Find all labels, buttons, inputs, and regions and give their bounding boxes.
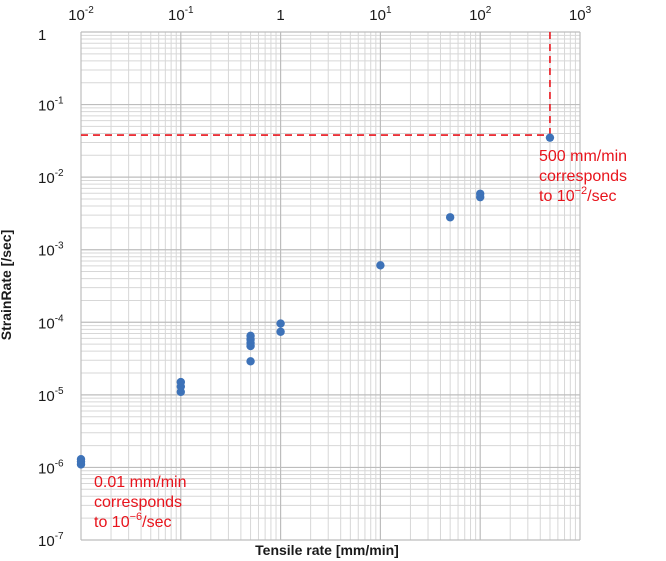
x-tick-base: 1 [276,7,284,24]
x-tick-label: 102 [469,5,492,24]
annotation-unit: /sec [587,188,616,205]
annotation-line: corresponds [94,494,182,511]
x-tick-base: 10 [168,7,185,24]
data-point [176,377,185,387]
x-tick-base: 10 [569,7,586,24]
annotation-unit: /sec [142,514,171,531]
y-tick-base: 1 [38,27,46,44]
annotation-exponent: −6 [130,511,143,523]
x-tick-exponent: 2 [486,5,492,16]
x-axis-label: Tensile rate [mm/min] [255,542,399,558]
x-tick-base: 10 [68,7,85,24]
y-tick-label: 10-6 [38,458,64,477]
y-tick-exponent: -2 [55,168,64,179]
data-point [276,327,285,336]
y-tick-labels: 110-110-210-310-410-510-610-7 [38,27,64,550]
x-tick-exponent: -1 [185,5,194,16]
x-tick-labels: 10-2 10-1 1 101 102 103 [68,5,591,24]
x-tick-base: 10 [469,7,486,24]
major-grid [80,31,581,541]
y-tick-exponent: -7 [55,531,64,542]
x-tick-label: 103 [569,5,592,24]
y-tick-label: 10-5 [38,386,64,405]
y-tick-label: 10-7 [38,531,64,550]
annotation-line: to 10 [539,188,575,205]
x-tick-exponent: 3 [586,5,592,16]
annotation-line: to 10 [94,514,130,531]
data-point [545,133,555,142]
data-points [76,133,555,469]
y-tick-base: 10 [38,460,55,477]
x-tick-label: 1 [276,7,284,24]
y-tick-base: 10 [38,170,55,187]
data-point [476,189,485,198]
x-tick-label: 101 [369,5,392,24]
y-tick-exponent: -6 [55,458,64,469]
annotation-0-01-mm-min: 0.01 mm/min corresponds to 10−6/sec [94,474,186,531]
data-point [276,319,285,328]
data-point [376,261,385,270]
reference-lines [81,32,551,136]
y-tick-exponent: -1 [55,96,64,107]
y-tick-label: 10-2 [38,168,64,187]
data-point [445,213,455,222]
annotation-line: 500 mm/min [539,148,627,165]
x-tick-label: 10-2 [68,5,94,24]
minor-grid [81,32,580,540]
x-tick-exponent: 1 [386,5,392,16]
x-tick-base: 10 [369,7,386,24]
y-tick-base: 10 [38,388,55,405]
y-tick-exponent: -5 [55,386,64,397]
annotation-500-mm-min: 500 mm/min corresponds to 10−2/sec [539,148,627,205]
x-tick-label: 10-1 [168,5,194,24]
y-tick-label: 1 [38,27,46,44]
y-tick-base: 10 [38,98,55,115]
y-tick-base: 10 [38,315,55,332]
y-tick-label: 10-3 [38,241,64,260]
y-tick-label: 10-1 [38,96,64,115]
data-point [76,454,86,464]
y-tick-label: 10-4 [38,313,64,332]
y-tick-base: 10 [38,533,55,550]
y-axis-label: StrainRate [/sec] [0,230,14,340]
data-point [246,357,255,366]
annotation-line: 0.01 mm/min [94,474,186,491]
x-tick-exponent: -2 [85,5,94,16]
y-tick-exponent: -4 [55,313,64,324]
annotation-line: corresponds [539,168,627,185]
annotation-exponent: −2 [575,185,588,197]
data-point [246,331,255,341]
y-tick-base: 10 [38,243,55,260]
y-tick-exponent: -3 [55,241,64,252]
